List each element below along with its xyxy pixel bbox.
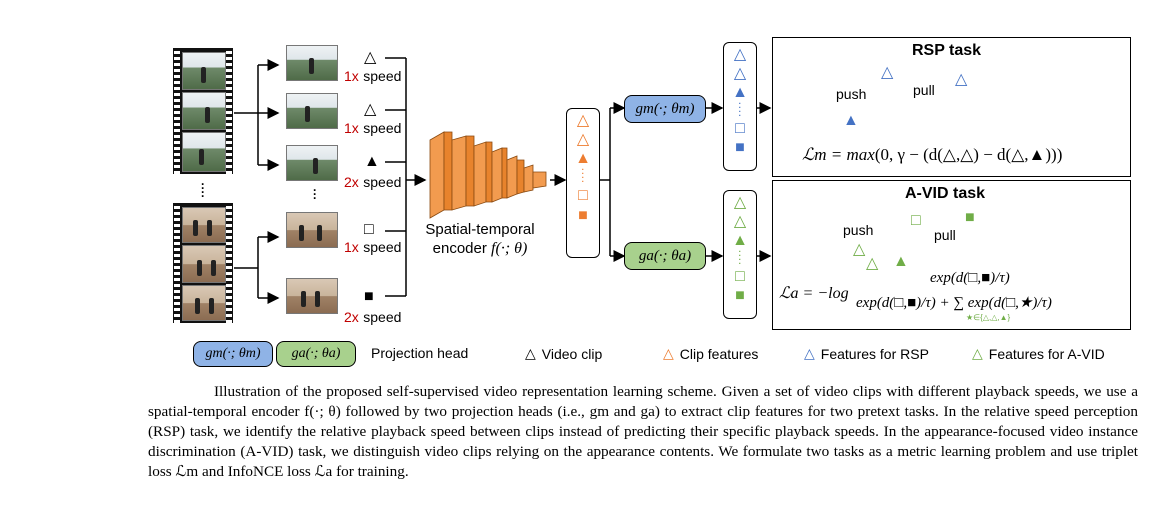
avid-negative-2: △ — [866, 255, 879, 272]
clip-thumb-1 — [286, 45, 338, 81]
clip-symbol-5: ■ — [364, 288, 374, 305]
ellipsis-dots: · · · — [313, 183, 317, 205]
clip-symbol-1: △ — [364, 49, 377, 66]
legend-projection-head: Projection head — [371, 345, 469, 361]
speed-label-2: 1x speed — [344, 120, 402, 136]
encoder-label: Spatial-temporal encoder f(·; θ) — [425, 221, 535, 257]
avid-anchor-square: □ — [911, 212, 921, 229]
projection-head-ga: ga(·; θa) — [624, 242, 706, 270]
ellipsis-dots: · · · · — [201, 177, 205, 203]
rsp-negative-triangle: ▲ — [843, 112, 859, 129]
legend-features-avid: △ Features for A-VID — [972, 345, 1105, 362]
rsp-pull-label: pull — [913, 82, 935, 98]
film-strip-top — [173, 48, 233, 174]
clip-features-vector: △ △ ▲ · · · · □ ■ — [566, 108, 600, 258]
rsp-loss-formula: ℒm = max(0, γ − (d(△,△) − d(△,▲))) — [802, 145, 1063, 164]
clip-thumb-5 — [286, 278, 338, 314]
speed-label-5: 2x speed — [344, 309, 402, 325]
clip-symbol-3: ▲ — [364, 153, 380, 170]
legend-head-gm: gm(·; θm) — [193, 341, 273, 367]
figure-caption: Illustration of the proposed self-superv… — [148, 383, 1138, 480]
legend-features-rsp: △ Features for RSP — [804, 345, 929, 362]
avid-pull-label: pull — [934, 227, 956, 243]
avid-task-panel — [772, 180, 1131, 330]
speed-label-4: 1x speed — [344, 239, 402, 255]
rsp-task-title: RSP task — [912, 42, 982, 59]
avid-loss-numerator: exp(d(□,■)/τ) — [930, 270, 1010, 286]
rsp-anchor-triangle: △ — [881, 64, 894, 81]
avid-loss-denominator: exp(d(□,■)/τ) + ∑ exp(d(□,★)/τ) — [856, 295, 1052, 311]
clip-thumb-4 — [286, 212, 338, 248]
clip-thumb-3 — [286, 145, 338, 181]
avid-features-vector: △ △ ▲ · · · · □ ■ — [723, 190, 757, 319]
speed-label-1: 1x speed — [344, 68, 402, 84]
avid-push-label: push — [843, 222, 874, 238]
avid-negative-3: ▲ — [893, 253, 909, 270]
speed-label-3: 2x speed — [344, 174, 402, 190]
avid-negative-1: △ — [853, 241, 866, 258]
legend-clip-features: △ Clip features — [663, 345, 759, 362]
avid-positive-square: ■ — [965, 209, 975, 226]
rsp-task-panel — [772, 37, 1131, 177]
clip-symbol-4: □ — [364, 221, 374, 238]
projection-head-gm: gm(·; θm) — [624, 95, 706, 123]
clip-symbol-2: △ — [364, 101, 377, 118]
avid-loss-lhs: ℒa = −log — [779, 285, 849, 302]
film-strip-bottom — [173, 203, 233, 323]
rsp-features-vector: △ △ ▲ · · · · □ ■ — [723, 42, 757, 171]
rsp-positive-triangle: △ — [955, 71, 968, 88]
rsp-push-label: push — [836, 86, 867, 102]
encoder-cnn-graphic — [429, 131, 547, 219]
avid-sum-subscript: ★∈{△,△,▲} — [966, 313, 1011, 322]
clip-thumb-2 — [286, 93, 338, 129]
legend-head-ga: ga(·; θa) — [276, 341, 356, 367]
avid-task-title: A-VID task — [905, 185, 986, 202]
legend-video-clip: △ Video clip — [525, 345, 603, 362]
